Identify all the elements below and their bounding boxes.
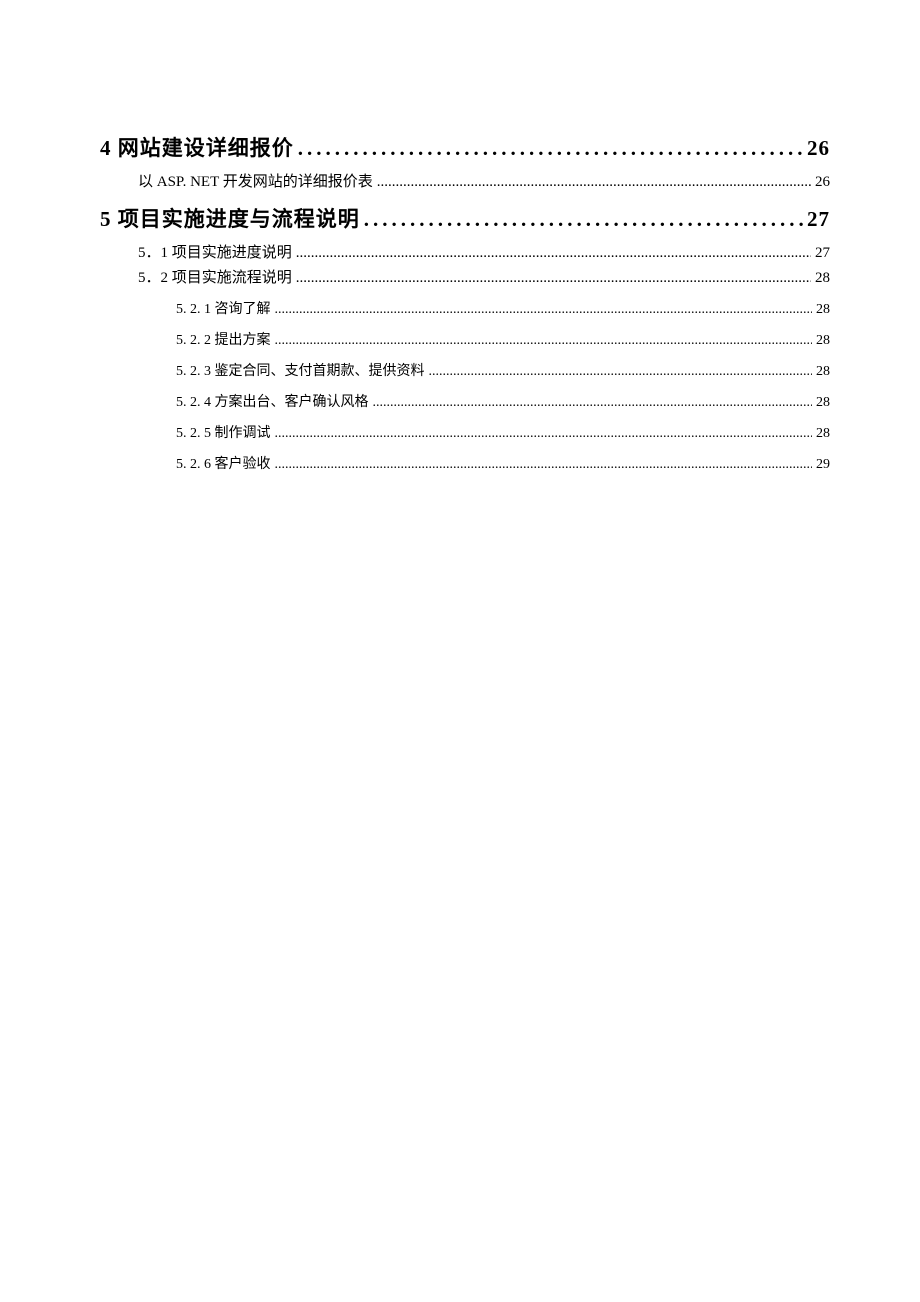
- toc-leader: [275, 333, 813, 349]
- toc-leader: [296, 245, 811, 262]
- toc-leader: [364, 207, 803, 232]
- toc-entry-5-2-1[interactable]: 5. 2. 1 咨询了解 28: [176, 298, 830, 318]
- toc-page-number: 28: [816, 364, 830, 380]
- toc-leader: [296, 270, 811, 287]
- toc-page-number: 26: [807, 136, 830, 161]
- toc-leader: [429, 364, 813, 380]
- toc-entry-5-2-5[interactable]: 5. 2. 5 制作调试 28: [176, 422, 830, 442]
- toc-label: 4 网站建设详细报价: [100, 132, 294, 162]
- toc-page-number: 28: [816, 333, 830, 349]
- toc-page-number: 27: [807, 207, 830, 232]
- toc-label: 5. 2. 5 制作调试: [176, 422, 271, 442]
- toc-page-number: 28: [816, 426, 830, 442]
- toc-label: 5. 2. 1 咨询了解: [176, 298, 271, 318]
- toc-entry-5-2[interactable]: 5．2 项目实施流程说明 28: [138, 266, 830, 287]
- toc-entry-5-2-4[interactable]: 5. 2. 4 方案出台、客户确认风格 28: [176, 391, 830, 411]
- toc-entry-aspnet-pricing[interactable]: 以 ASP. NET 开发网站的详细报价表 26: [138, 170, 830, 191]
- toc-page-number: 26: [815, 174, 830, 191]
- toc-entry-section-4[interactable]: 4 网站建设详细报价 26: [100, 132, 830, 162]
- toc-leader: [298, 136, 803, 161]
- toc-entry-5-1[interactable]: 5．1 项目实施进度说明 27: [138, 241, 830, 262]
- toc-label: 5. 2. 6 客户验收: [176, 453, 271, 473]
- toc-page-number: 28: [815, 270, 830, 287]
- table-of-contents: 4 网站建设详细报价 26 以 ASP. NET 开发网站的详细报价表 26 5…: [100, 132, 830, 473]
- toc-label: 5. 2. 4 方案出台、客户确认风格: [176, 391, 369, 411]
- toc-leader: [275, 302, 813, 318]
- toc-page-number: 29: [816, 457, 830, 473]
- toc-page-number: 27: [815, 245, 830, 262]
- toc-label: 以 ASP. NET 开发网站的详细报价表: [138, 170, 373, 191]
- toc-label: 5 项目实施进度与流程说明: [100, 203, 360, 233]
- toc-entry-5-2-3[interactable]: 5. 2. 3 鉴定合同、支付首期款、提供资料 28: [176, 360, 830, 380]
- toc-label: 5. 2. 2 提出方案: [176, 329, 271, 349]
- toc-entry-5-2-2[interactable]: 5. 2. 2 提出方案 28: [176, 329, 830, 349]
- toc-label: 5．2 项目实施流程说明: [138, 266, 292, 287]
- toc-label: 5. 2. 3 鉴定合同、支付首期款、提供资料: [176, 360, 425, 380]
- toc-leader: [377, 174, 811, 191]
- toc-page-number: 28: [816, 395, 830, 411]
- toc-label: 5．1 项目实施进度说明: [138, 241, 292, 262]
- toc-leader: [275, 457, 813, 473]
- toc-entry-section-5[interactable]: 5 项目实施进度与流程说明 27: [100, 203, 830, 233]
- toc-page-number: 28: [816, 302, 830, 318]
- toc-leader: [373, 395, 813, 411]
- toc-entry-5-2-6[interactable]: 5. 2. 6 客户验收 29: [176, 453, 830, 473]
- toc-leader: [275, 426, 813, 442]
